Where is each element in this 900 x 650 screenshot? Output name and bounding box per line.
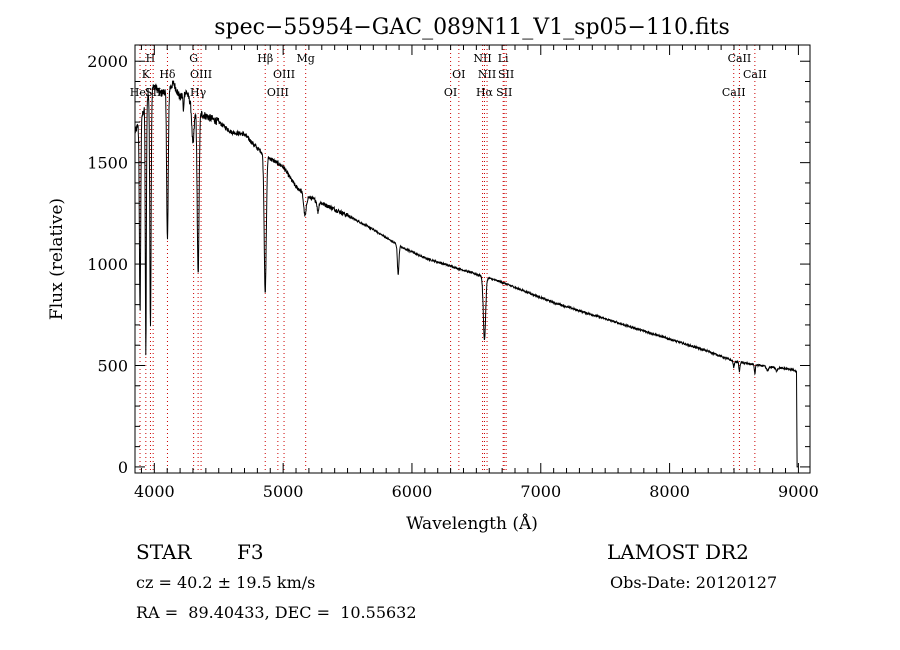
y-tick-label: 0 (118, 458, 128, 477)
line-markers: HeIKHSIIHδGHγOIIIHβOIIIOIIIMgOIOINIIHαNI… (130, 45, 767, 473)
x-axis-label: Wavelength (Å) (406, 513, 538, 534)
x-tick-label: 5000 (263, 482, 304, 501)
y-tick-label: 1000 (87, 255, 128, 274)
line-marker-label: K (142, 68, 151, 81)
line-marker-label: G (189, 52, 198, 65)
line-marker-label: CaII (743, 68, 767, 81)
y-tick-label: 500 (97, 356, 128, 375)
object-type: STAR (136, 540, 192, 564)
line-marker-label: CaII (722, 86, 746, 99)
x-tick-label: 8000 (649, 482, 690, 501)
chart-title: spec−55954−GAC_089N11_V1_sp05−110.fits (214, 15, 730, 40)
line-marker-label: OIII (267, 86, 289, 99)
line-marker-label: Hβ (257, 52, 273, 65)
x-tick-label: 9000 (778, 482, 819, 501)
axes (134, 44, 811, 474)
line-marker-label: SII (498, 68, 514, 81)
line-marker-label: Li (498, 52, 509, 65)
observation-date: Obs-Date: 20120127 (610, 573, 778, 592)
line-marker-label: SII (496, 86, 512, 99)
spectrum-line (134, 80, 799, 468)
line-marker-label: Mg (297, 52, 315, 65)
redshift-value: cz = 40.2 ± 19.5 km/s (136, 573, 316, 592)
line-marker-label: OI (444, 86, 457, 99)
survey-name: LAMOST DR2 (607, 540, 749, 564)
line-marker-label: OI (452, 68, 465, 81)
line-marker-label: OIII (273, 68, 295, 81)
spectral-class: F3 (237, 540, 264, 564)
line-marker-label: Hα (476, 86, 494, 99)
line-marker-label: Hγ (190, 86, 207, 99)
line-marker-label: CaII (728, 52, 752, 65)
x-tick-label: 4000 (134, 482, 175, 501)
line-marker-label: OIII (190, 68, 212, 81)
line-marker-label: NII (473, 52, 491, 65)
line-marker-label: NII (478, 68, 496, 81)
line-marker-label: Hδ (159, 68, 176, 81)
plot-frame (134, 44, 811, 474)
y-axis-label: Flux (relative) (47, 198, 67, 320)
x-tick-label: 6000 (392, 482, 433, 501)
spectrum-series (134, 80, 799, 468)
y-tick-label: 2000 (87, 52, 128, 71)
coordinates: RA = 89.40433, DEC = 10.55632 (136, 603, 417, 622)
line-marker-label: H (146, 52, 156, 65)
y-ticks: 0 500 1000 1500 2000 (87, 52, 810, 477)
y-tick-label: 1500 (87, 154, 128, 173)
x-ticks: 4000 5000 6000 7000 8000 9000 (134, 45, 819, 501)
x-tick-label: 7000 (520, 482, 561, 501)
